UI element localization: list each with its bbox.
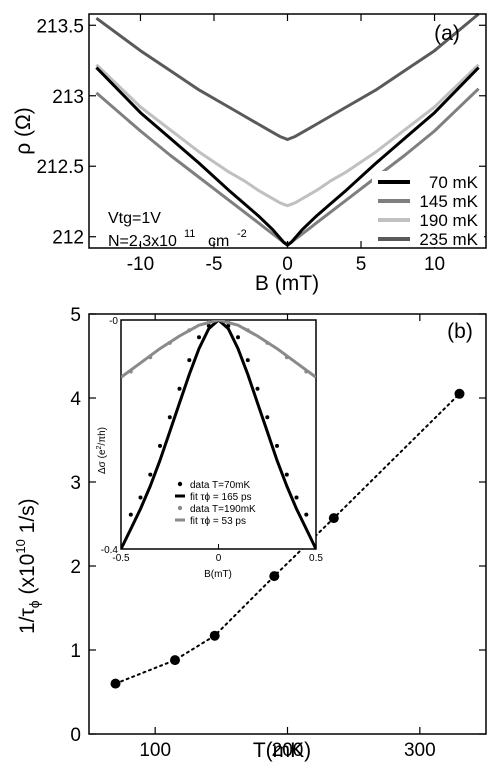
inset-x-tick-label: 0 (216, 553, 222, 564)
panel-b-dotted-line (114, 392, 461, 685)
inset-data-point (304, 512, 309, 517)
inset-data-point (294, 495, 299, 500)
panel-a-x-tick-label: 10 (424, 254, 445, 275)
inset-data-point (265, 415, 270, 420)
panel-a-legend-label: 70 mK (429, 173, 479, 192)
density-unit-exponent: -2 (237, 228, 247, 240)
panel-a-vtg-annotation: Vtg=1V (108, 210, 161, 227)
density-unit: cm (208, 233, 229, 250)
density-exponent: 11 (184, 228, 195, 240)
inset-data-point (138, 495, 143, 500)
panel-b-y-tick-label: 5 (70, 305, 81, 326)
panel-b-y-tick-label: 4 (70, 389, 81, 410)
panel-a-x-tick-label: 5 (356, 254, 367, 275)
panel-b-y-tick-label: 3 (70, 473, 81, 494)
panel-b-data-point (209, 630, 220, 641)
panel-a-resistance-chart: -10 -5 0 5 10 212 212.5 213 213.5 (a) B (mT) ρ (… (12, 12, 487, 295)
panel-b-y-tick-label: 0 (70, 725, 81, 746)
panel-a-series-line (95, 12, 480, 141)
inset-magnetoconductance-chart: -0.5 0 0.5 -0.4 -0 B(mT) Δσ (e2/πh) data T=7… (96, 316, 323, 580)
inset-y-axis-label: Δσ (e2/πh) (96, 427, 108, 474)
panel-b-ticks-group: 100 200 300 0 1 2 3 4 5 (70, 305, 486, 761)
panel-a-x-tick-label: -5 (206, 254, 223, 275)
panel-b-y-tick-label: 1 (70, 641, 81, 662)
inset-data-point (197, 335, 201, 340)
y-label-main: 1/τϕ (x1010 1/s) (13, 498, 42, 634)
panel-a-legend-label: 145 mK (419, 192, 478, 211)
y-label-subscript: ϕ (26, 600, 42, 608)
inset-y-label-exponent: 2 (96, 445, 103, 449)
inset-legend-marker (177, 505, 183, 511)
panel-a-density-annotation: N=2.3x10 11 cm -2 (108, 228, 247, 250)
inset-y-tick-label: -0.4 (101, 545, 119, 556)
inset-data-point (158, 443, 162, 448)
inset-ticks-group: -0.5 0 0.5 -0.4 -0 (101, 316, 324, 564)
panel-b-label: (b) (447, 320, 473, 343)
inset-y-label-main: Δσ (e2/πh) (96, 427, 108, 474)
inset-frame (120, 319, 317, 550)
panel-a-y-tick-label: 212.5 (36, 157, 84, 178)
inset-fit-line (121, 320, 316, 549)
y-label-rest: (x10 (16, 554, 39, 601)
inset-legend-label: data T=190mK (190, 504, 256, 515)
panel-a-legend-label: 190 mK (419, 211, 478, 230)
panel-a-y-tick-label: 213.5 (36, 16, 84, 37)
inset-y-tick-label: -0 (109, 316, 118, 327)
panel-b-data-point (328, 513, 339, 524)
inset-legend-label: fit τϕ = 53 ps (190, 516, 246, 527)
panel-b-data-point (269, 571, 280, 582)
inset-data-point (177, 386, 182, 391)
panel-b-data-point (110, 678, 121, 689)
inset-data-point (255, 386, 260, 391)
panel-b-data-point (454, 388, 465, 399)
inset-data-point (187, 358, 192, 363)
inset-y-label-base: Δσ (e (97, 449, 108, 474)
panel-a-y-tick-label: 213 (52, 87, 84, 108)
panel-a-legend-label: 235 mK (419, 230, 478, 249)
panel-b-y-axis-label: 1/τϕ (x1010 1/s) (13, 498, 42, 634)
panel-b-x-axis-label: T(mK) (253, 739, 311, 762)
inset-x-axis-label: B(mT) (204, 569, 232, 580)
inset-data-point (167, 415, 172, 420)
y-label-unit: 1/s) (16, 498, 39, 539)
panel-a-x-tick-label: -10 (127, 254, 154, 275)
inset-legend-label: fit τϕ = 165 ps (190, 492, 252, 503)
inset-y-label-rest: /πh) (97, 427, 108, 446)
inset-data-point (148, 472, 153, 477)
panel-a-y-axis-label: ρ (Ω) (12, 107, 35, 154)
inset-data-point (245, 358, 250, 363)
inset-fit-line (121, 320, 316, 379)
inset-x-tick-label: 0.5 (309, 553, 323, 564)
panel-a-x-tick-label: 0 (282, 254, 293, 275)
inset-data-point (128, 512, 133, 517)
panel-a-x-axis-label: B (mT) (255, 272, 319, 295)
inset-legend-label: data T=70mK (190, 480, 250, 491)
inset-legend-marker (177, 481, 183, 487)
panel-b-x-tick-label: 100 (139, 740, 171, 761)
panel-b-series-group (110, 388, 465, 689)
y-label-base: 1/τ (16, 607, 39, 634)
panel-a-y-tick-label: 212 (52, 228, 84, 249)
panel-b-x-tick-label: 200 (272, 740, 304, 761)
panel-b-y-tick-label: 2 (70, 557, 81, 578)
panel-a-series-line (95, 63, 480, 208)
inset-data-point (236, 335, 240, 340)
y-label-exponent: 10 (13, 539, 28, 553)
inset-data-point (275, 443, 279, 448)
panel-b-data-point (170, 655, 180, 666)
density-text: N=2.3x10 (108, 233, 177, 250)
inset-series-group (121, 320, 316, 549)
panel-b-x-tick-label: 300 (404, 740, 436, 761)
inset-data-point (284, 472, 289, 477)
inset-x-tick-label: -0.5 (112, 553, 130, 564)
panel-a-label: (a) (434, 22, 460, 45)
